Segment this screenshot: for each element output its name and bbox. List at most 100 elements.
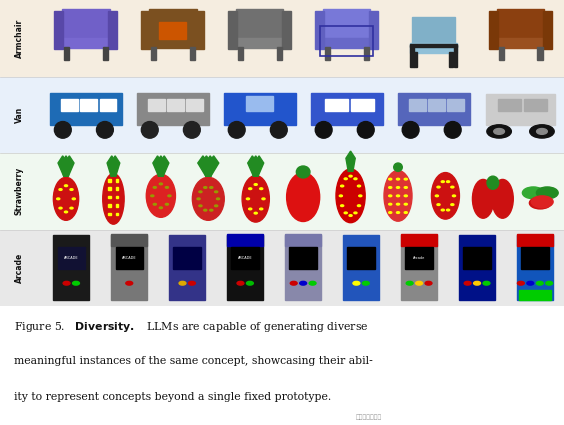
Bar [282,11,291,49]
Bar [62,9,109,40]
Circle shape [237,281,244,285]
Ellipse shape [402,122,419,138]
Bar [159,22,187,40]
Bar [238,47,244,60]
Circle shape [404,178,407,180]
Polygon shape [107,156,116,176]
Polygon shape [201,156,212,176]
Circle shape [404,187,407,188]
Bar [497,99,521,110]
Bar [276,47,282,60]
Bar [0,230,564,306]
Ellipse shape [54,122,71,138]
Bar [285,235,321,300]
Circle shape [179,281,186,285]
Bar [116,187,118,190]
Bar [100,99,116,111]
Circle shape [153,187,156,188]
Bar [228,11,237,49]
Circle shape [151,195,154,197]
Circle shape [262,198,265,200]
Bar [111,234,147,246]
Circle shape [404,203,407,205]
Bar [401,234,437,246]
Circle shape [210,187,213,188]
Bar [537,47,543,60]
Bar [148,99,165,111]
Circle shape [341,205,343,207]
Circle shape [441,181,444,182]
Polygon shape [248,156,258,176]
Bar [463,247,491,269]
Bar [108,179,111,181]
Circle shape [358,205,360,207]
Ellipse shape [183,122,200,138]
Ellipse shape [54,177,78,220]
Bar [519,290,552,300]
Bar [0,0,564,76]
Bar [142,11,150,49]
Ellipse shape [384,170,412,221]
Ellipse shape [336,169,365,223]
Bar [50,94,122,125]
Circle shape [73,281,80,285]
Circle shape [126,281,133,285]
Circle shape [531,196,553,208]
Bar [61,99,78,111]
Bar [55,11,63,49]
Bar [494,38,547,48]
Circle shape [452,195,456,197]
Bar [364,47,369,60]
Text: Van: Van [15,107,24,123]
Circle shape [165,204,169,205]
Bar [233,38,286,48]
Circle shape [530,197,551,209]
Circle shape [153,204,156,205]
Circle shape [290,281,297,285]
Bar [108,187,111,190]
Bar [320,38,373,48]
Circle shape [389,195,392,197]
Bar [459,235,495,300]
Bar [325,47,331,60]
Text: Arcade: Arcade [15,252,24,283]
Circle shape [389,203,392,205]
Bar [521,247,549,269]
Bar [401,235,437,300]
Polygon shape [205,156,215,176]
Circle shape [210,210,213,211]
Bar [236,9,284,40]
Ellipse shape [492,179,513,218]
Circle shape [215,191,218,193]
Circle shape [299,281,307,285]
Bar [174,247,201,269]
Bar [224,94,296,125]
Circle shape [530,125,554,138]
Polygon shape [61,156,70,176]
Circle shape [56,198,60,200]
Circle shape [389,187,392,188]
Circle shape [59,189,62,190]
Circle shape [72,198,76,200]
Circle shape [483,281,490,285]
Circle shape [199,191,202,193]
Bar [169,235,205,300]
Bar [195,11,204,49]
Bar [246,96,274,111]
Circle shape [441,209,444,211]
Bar [108,212,111,215]
Ellipse shape [296,166,310,178]
Bar [410,43,457,53]
Bar [0,76,564,153]
Ellipse shape [146,174,175,217]
Circle shape [188,281,195,285]
Circle shape [517,281,525,285]
Bar [369,11,378,49]
Ellipse shape [473,179,494,218]
Circle shape [447,181,450,182]
Ellipse shape [142,122,158,138]
Bar [428,99,445,111]
Bar [486,94,555,125]
Circle shape [437,186,440,188]
Circle shape [536,128,547,134]
